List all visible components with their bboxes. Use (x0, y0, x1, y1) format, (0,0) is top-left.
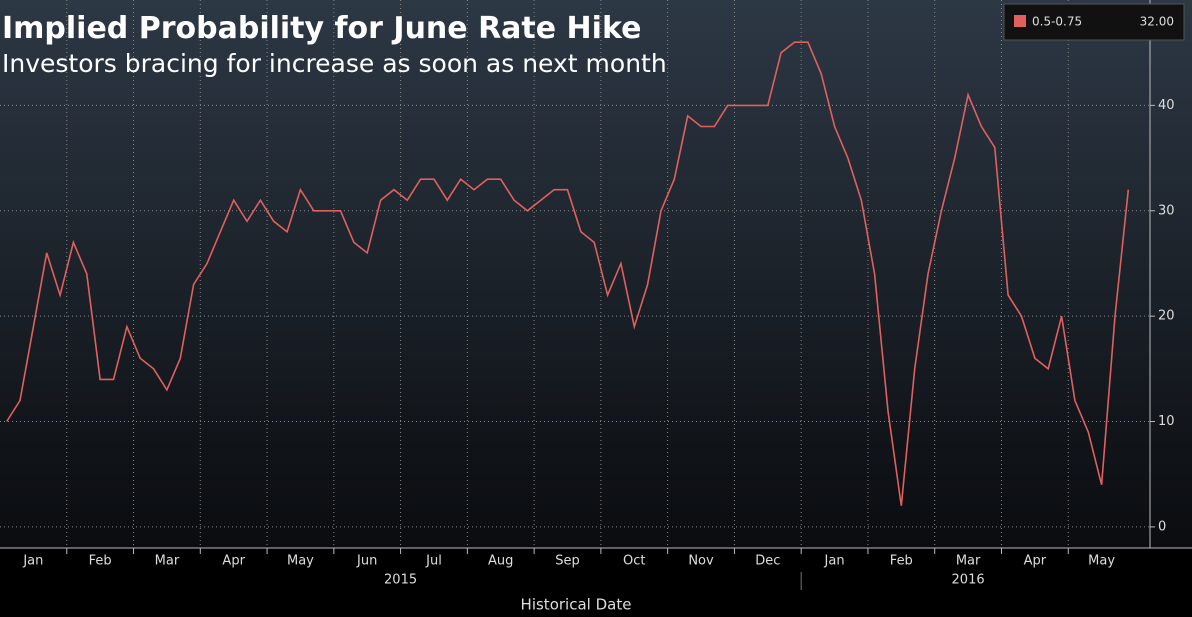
line-series (6, 41, 1130, 506)
x-tick-label: Oct (623, 554, 645, 569)
x-tick-label: Feb (890, 554, 913, 569)
legend-swatch (1014, 15, 1026, 27)
x-tick-label: May (1088, 554, 1115, 569)
grid (0, 0, 1150, 548)
year-label: 2015 (384, 573, 417, 588)
chart-subtitle: Investors bracing for increase as soon a… (2, 49, 667, 78)
legend-box (1003, 3, 1185, 41)
x-tick-label: Apr (1024, 554, 1047, 569)
marks (6, 41, 1130, 506)
year-label: 2016 (952, 573, 985, 588)
y-tick-label: 20 (1158, 309, 1175, 324)
y-tick-label: 0 (1158, 519, 1166, 534)
y-tick-label: 10 (1158, 414, 1175, 429)
x-tick-label: Dec (755, 554, 780, 569)
x-tick-label: Mar (956, 554, 981, 569)
y-tick-label: 30 (1158, 203, 1175, 218)
legend-value: 32.00 (1140, 15, 1174, 29)
x-tick-label: Aug (488, 554, 513, 569)
x-tick-label: May (287, 554, 314, 569)
x-tick-label: Jun (356, 554, 377, 569)
x-tick-label: Jan (22, 554, 43, 569)
y-tick-label: 40 (1158, 98, 1175, 113)
legend-label: 0.5-0.75 (1032, 15, 1082, 29)
x-tick-label: Mar (155, 554, 180, 569)
x-tick-label: Jul (425, 554, 442, 569)
chart-title: Implied Probability for June Rate Hike (2, 11, 641, 46)
x-axis-label: Historical Date (521, 596, 632, 614)
x-tick-label: Apr (222, 554, 245, 569)
x-tick-label: Nov (688, 554, 714, 569)
x-tick-label: Feb (89, 554, 112, 569)
plot-background (0, 0, 1192, 548)
x-tick-label: Jan (824, 554, 845, 569)
x-tick-label: Sep (555, 554, 580, 569)
